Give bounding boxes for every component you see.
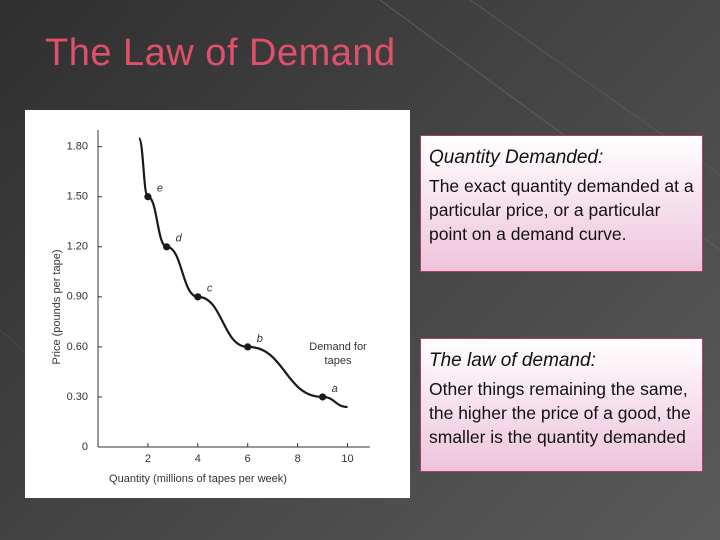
- point-label: a: [332, 383, 338, 395]
- point-label: d: [176, 233, 183, 245]
- y-axis-label: Price (pounds per tape): [51, 250, 63, 365]
- point: [194, 293, 202, 301]
- slide-title: The Law of Demand: [45, 32, 396, 74]
- chart: 0 0.30 0.60 0.90 1.20 1.50 1.80 2 4 6 8 10 Quantity …: [51, 130, 370, 485]
- x-tick-label: 8: [295, 453, 301, 465]
- x-tick-label: 10: [341, 453, 353, 465]
- y-tick-label: 0: [82, 441, 88, 453]
- x-tick-label: 6: [245, 453, 251, 465]
- point: [244, 343, 252, 351]
- y-tick-label: 1.80: [67, 141, 88, 153]
- point: [318, 393, 327, 401]
- x-axis-label: Quantity (millions of tapes per week): [109, 473, 287, 485]
- y-tick-label: 1.20: [67, 241, 88, 253]
- box-heading: Quantity Demanded:: [429, 147, 604, 168]
- y-tick-label: 0.60: [67, 341, 88, 353]
- chart-image: 0 0.30 0.60 0.90 1.20 1.50 1.80 2 4 6 8 10 Quantity …: [25, 110, 410, 498]
- definition-box: The law of demand: Other things remainin…: [420, 338, 703, 472]
- point-label: c: [207, 283, 213, 295]
- y-tick-label: 1.50: [67, 191, 88, 203]
- point-label: e: [157, 183, 163, 195]
- y-tick-label: 0.90: [67, 291, 88, 303]
- curve-label: Demand for tapes: [309, 341, 367, 367]
- box-text: The exact quantity demanded at a particu…: [429, 176, 694, 244]
- y-tick-label: 0.30: [67, 391, 88, 403]
- box-text: Other things remaining the same, the hig…: [429, 379, 691, 447]
- definition-box: Quantity Demanded: The exact quantity de…: [420, 135, 703, 272]
- box-heading: The law of demand:: [429, 350, 596, 371]
- point-label: b: [257, 333, 263, 345]
- point: [144, 193, 152, 201]
- point: [163, 243, 171, 251]
- x-tick-label: 4: [195, 453, 201, 465]
- x-tick-label: 2: [145, 453, 151, 465]
